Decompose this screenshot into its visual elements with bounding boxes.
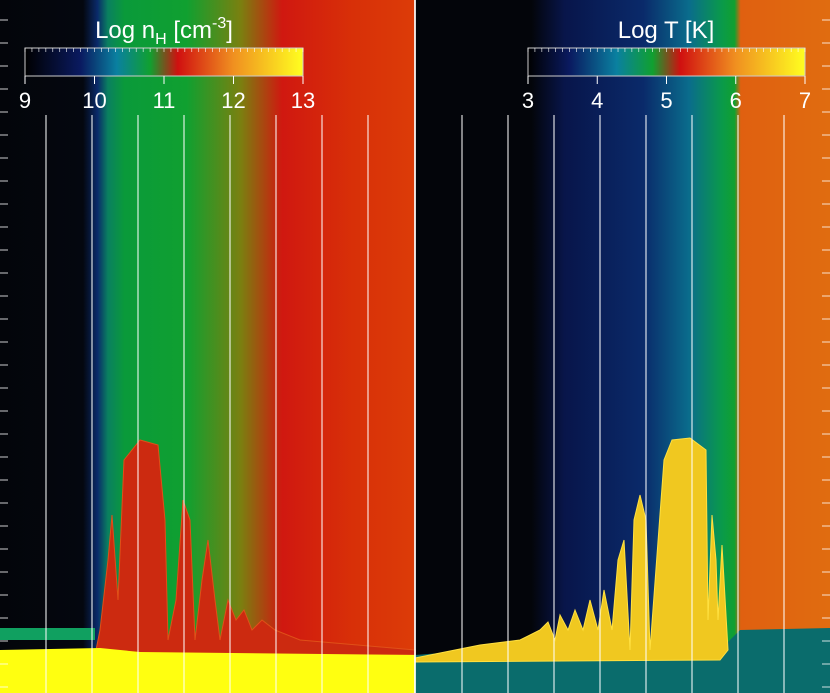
temperature-colorbar xyxy=(527,47,806,77)
temperature-label: Log T [K] xyxy=(618,17,715,44)
label-close: ] xyxy=(226,17,233,44)
colorbar-tick-label: 9 xyxy=(19,88,31,113)
density-label: Log nH [cm-3] xyxy=(95,15,233,48)
dense-layer xyxy=(0,648,415,693)
temperature-flames xyxy=(414,437,729,663)
guide-lines xyxy=(45,0,785,693)
colorbar-tick-label: 11 xyxy=(153,88,176,113)
colorbar-tick-label: 3 xyxy=(522,88,534,113)
label-superscript: -3 xyxy=(212,15,226,32)
colorbar-tick-label: 4 xyxy=(591,88,603,113)
colorbar-tick-label: 5 xyxy=(660,88,672,113)
colorbar-tick-label: 12 xyxy=(221,88,245,113)
colorbar-tick-label: 6 xyxy=(730,88,742,113)
density-colorbar xyxy=(24,47,304,77)
colorbar-tick-label: 10 xyxy=(82,88,106,113)
density-flames xyxy=(94,439,416,656)
label-unit: [cm xyxy=(167,17,212,44)
label-text: Log n xyxy=(95,17,155,44)
colorbar-tick-label: 13 xyxy=(291,88,315,113)
layer xyxy=(0,628,95,640)
colorbar-tick-label: 7 xyxy=(799,88,811,113)
label-subscript: H xyxy=(155,31,167,48)
